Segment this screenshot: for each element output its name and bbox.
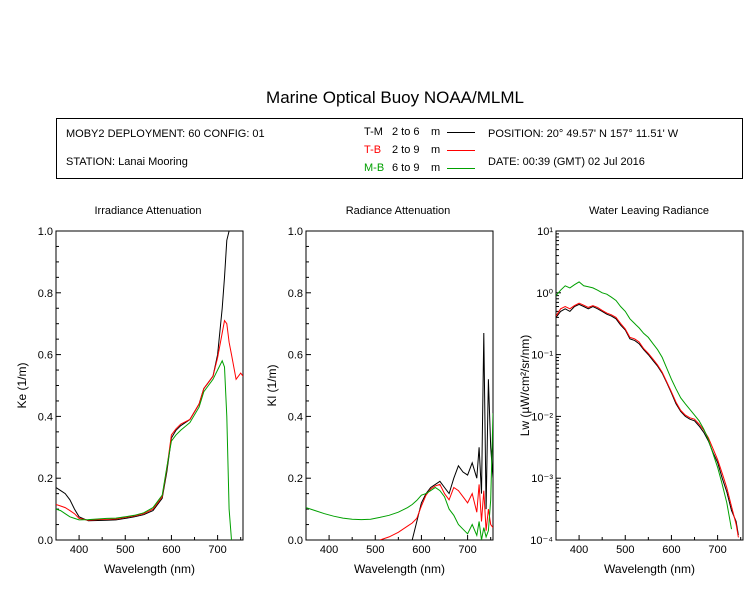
radiance-series-t-b xyxy=(379,483,493,540)
irradiance-ytick-label: 0.2 xyxy=(38,473,53,485)
legend-range-tm: 2 to 6 xyxy=(392,126,420,138)
radiance-xtick-label: 700 xyxy=(458,544,476,556)
lw-xtick-label: 500 xyxy=(616,544,634,556)
date-label: DATE: 00:39 (GMT) 02 Jul 2016 xyxy=(488,156,645,168)
panel-title-irradiance: Irradiance Attenuation xyxy=(94,205,202,217)
legend-line-mb xyxy=(447,168,475,169)
position-label: POSITION: 20° 49.57' N 157° 11.51' W xyxy=(488,128,679,140)
legend-unit-mb: m xyxy=(431,162,441,174)
legend-line-tm xyxy=(447,132,475,133)
radiance-xtick-label: 400 xyxy=(320,544,338,556)
irradiance-series-t-b xyxy=(56,319,243,521)
irradiance-xtick-label: 700 xyxy=(208,544,226,556)
radiance-ytick-label: 0.6 xyxy=(288,350,303,362)
irradiance-xtick-label: 400 xyxy=(70,544,88,556)
irradiance-plot-frame xyxy=(55,230,244,541)
radiance-x-axis-label: Wavelength (nm) xyxy=(354,562,445,576)
legend-range-tb: 2 to 9 xyxy=(392,144,420,156)
lw-series-t-m xyxy=(556,303,739,536)
irradiance-ytick-label: 0.6 xyxy=(38,350,53,362)
legend-line-tb xyxy=(447,150,475,151)
irradiance-y-axis-label: Ke (1/m) xyxy=(15,362,29,408)
radiance-ytick-label: 0.2 xyxy=(288,473,303,485)
lw-ytick-label: 10⁻² xyxy=(531,411,553,423)
lw-series-t-b xyxy=(556,302,739,538)
legend-code-tb: T-B xyxy=(364,144,382,156)
lw-xtick-label: 700 xyxy=(708,544,726,556)
radiance-xtick-label: 600 xyxy=(412,544,430,556)
chart-title: Marine Optical Buoy NOAA/MLML xyxy=(266,88,524,107)
radiance-ytick-label: 1.0 xyxy=(288,226,303,238)
lw-y-axis-label: Lw (µW/cm²/sr/nm) xyxy=(518,335,532,437)
irradiance-ytick-label: 0.0 xyxy=(38,535,53,547)
radiance-series-m-b xyxy=(306,413,493,540)
irradiance-ytick-label: 0.8 xyxy=(38,288,53,300)
legend-range-mb: 6 to 9 xyxy=(392,162,420,174)
irradiance-ytick-label: 1.0 xyxy=(38,226,53,238)
legend-unit-tb: m xyxy=(431,144,441,156)
lw-plot-frame xyxy=(555,230,744,541)
lw-ytick-label: 10¹ xyxy=(537,226,553,238)
irradiance-xtick-label: 600 xyxy=(162,544,180,556)
lw-x-axis-label: Wavelength (nm) xyxy=(604,562,695,576)
panel-title-water-leaving: Water Leaving Radiance xyxy=(588,205,710,217)
radiance-xtick-label: 500 xyxy=(366,544,384,556)
panel-title-radiance: Radiance Attenuation xyxy=(345,205,451,217)
radiance-ytick-label: 0.4 xyxy=(288,411,303,423)
info-box: MOBY2 DEPLOYMENT: 60 CONFIG: 01 STATION:… xyxy=(56,118,743,179)
radiance-ytick-label: 0.0 xyxy=(288,535,303,547)
legend-unit-tm: m xyxy=(431,126,441,138)
lw-ytick-label: 10⁻³ xyxy=(531,473,553,485)
lw-ytick-label: 10⁰ xyxy=(536,288,553,300)
lw-xtick-label: 400 xyxy=(570,544,588,556)
legend-code-tm: T-M xyxy=(364,126,383,138)
irradiance-xtick-label: 500 xyxy=(116,544,134,556)
lw-series-m-b xyxy=(556,281,732,530)
lw-ytick-label: 10⁻¹ xyxy=(531,350,553,362)
lw-ytick-label: 10⁻⁴ xyxy=(530,535,553,547)
irradiance-ytick-label: 0.4 xyxy=(38,411,53,423)
station-label: STATION: Lanai Mooring xyxy=(66,156,188,168)
lw-xtick-label: 600 xyxy=(662,544,680,556)
radiance-y-axis-label: Kl (1/m) xyxy=(265,364,279,406)
radiance-series-t-m xyxy=(411,332,493,540)
radiance-plot-frame xyxy=(305,230,494,541)
deployment-label: MOBY2 DEPLOYMENT: 60 CONFIG: 01 xyxy=(66,128,265,140)
radiance-ytick-label: 0.8 xyxy=(288,288,303,300)
legend-code-mb: M-B xyxy=(364,162,385,174)
irradiance-series-m-b xyxy=(56,359,232,540)
irradiance-x-axis-label: Wavelength (nm) xyxy=(104,562,195,576)
